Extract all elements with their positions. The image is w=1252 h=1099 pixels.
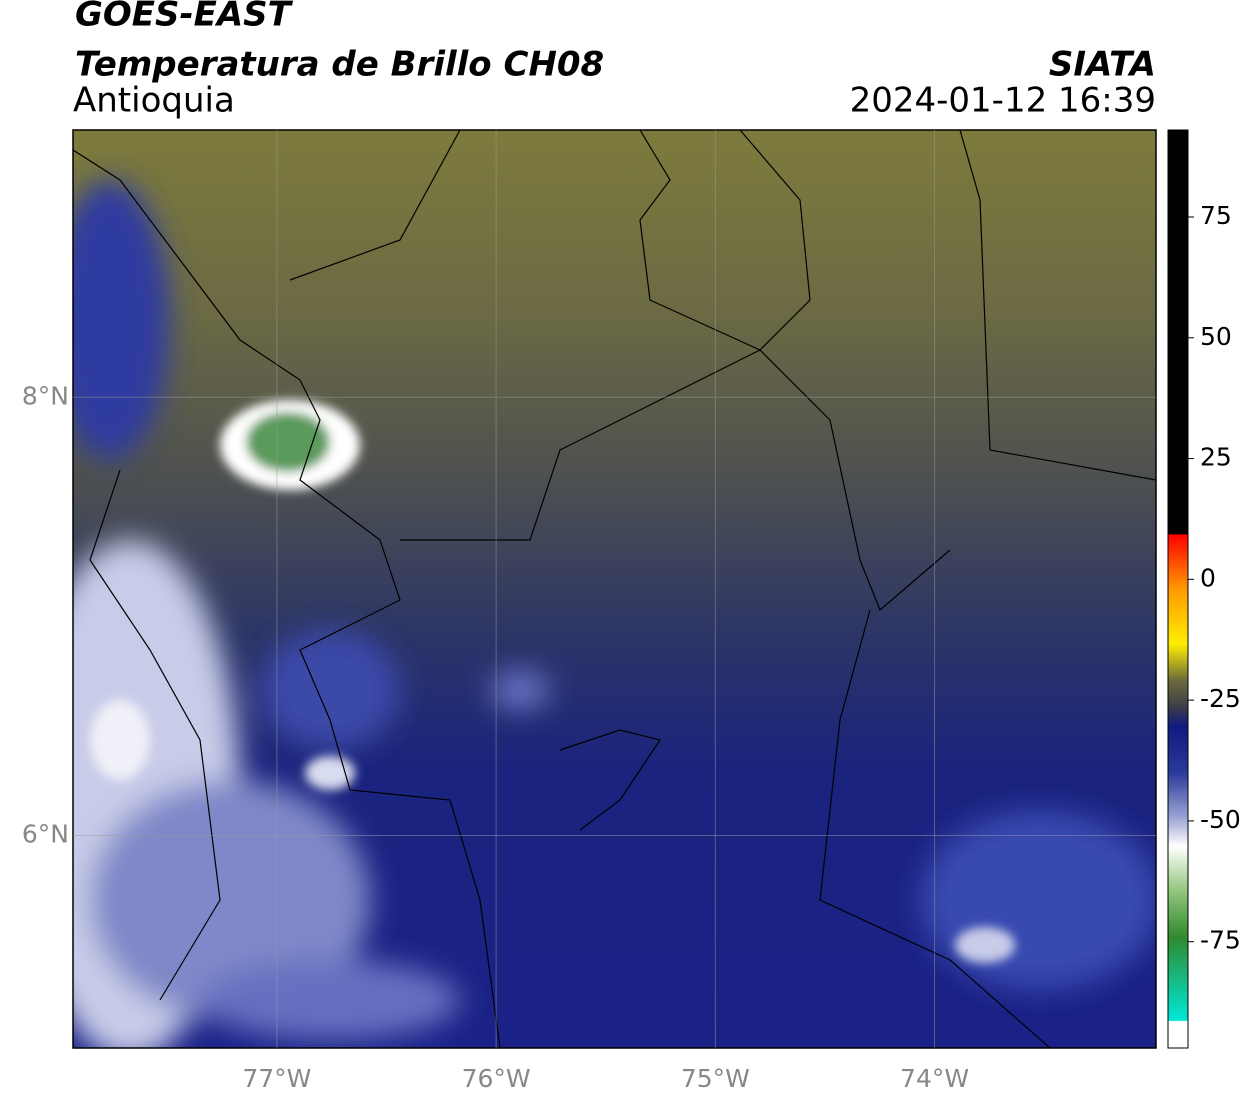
- lon-label: 77°W: [242, 1064, 311, 1093]
- title: GOES-EAST: [75, 0, 294, 35]
- colorbar-tick-label: -75: [1200, 926, 1241, 955]
- region: Antioquia: [73, 81, 235, 121]
- graticule: 77°W 76°W 75°W 74°W 6°N 8°N: [22, 130, 1156, 1093]
- colorbar: [1167, 129, 1189, 1049]
- colorbar-tick-label: -25: [1200, 684, 1241, 713]
- lat-label: 8°N: [22, 381, 69, 410]
- lon-label: 75°W: [681, 1064, 750, 1093]
- datetime: 2024-01-12 16:39: [850, 81, 1156, 121]
- colorbar-axis: 75 50 25 0 -25 -50 -75: [1188, 201, 1241, 955]
- lat-label: 6°N: [22, 819, 69, 848]
- colorbar-tick-label: 75: [1200, 201, 1232, 230]
- colorbar-tick-label: 0: [1200, 563, 1216, 592]
- colorbar-tick-label: 25: [1200, 443, 1232, 472]
- map-frame: [72, 129, 1157, 1049]
- colorbar-tick-label: 50: [1200, 322, 1232, 351]
- lon-label: 76°W: [462, 1064, 531, 1093]
- source: SIATA: [1049, 45, 1156, 85]
- map-image: [73, 130, 1156, 1048]
- lon-label: 74°W: [900, 1064, 969, 1093]
- colorbar-tick-label: -50: [1200, 805, 1241, 834]
- subtitle: Temperatura de Brillo CH08: [75, 45, 604, 85]
